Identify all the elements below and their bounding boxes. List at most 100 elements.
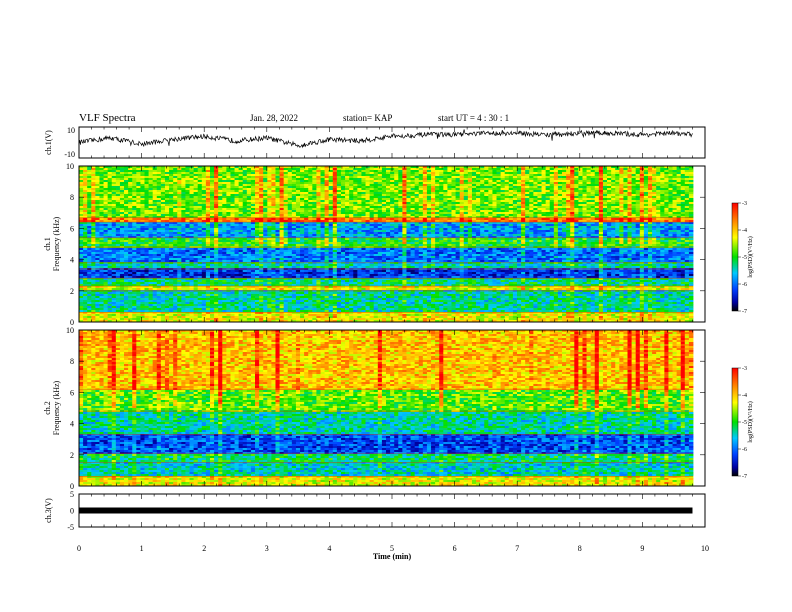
spec1-cell [365, 180, 371, 183]
spec1-cell [496, 176, 502, 179]
spec1-cell [209, 168, 215, 171]
spec1-cell [607, 166, 612, 169]
spec1-cell [357, 174, 362, 177]
spec1-cell [365, 174, 371, 177]
spec1-cell [287, 188, 293, 191]
spec1-cell [238, 170, 244, 173]
spec1-cell [443, 184, 448, 187]
spec1-cell [418, 186, 424, 189]
spec1-cell [230, 170, 235, 173]
spec1-cell [205, 166, 211, 169]
spec1-cell [312, 172, 317, 175]
spec1-cell [398, 186, 403, 189]
spec1-cell [295, 170, 301, 173]
spec1-cell [124, 188, 129, 191]
spec1-cell [574, 166, 579, 169]
spec1-cell [242, 186, 248, 189]
spec1-cell [615, 170, 620, 173]
spec1-cell [275, 176, 280, 179]
spec1-cell [332, 178, 338, 181]
spec1-cell [455, 182, 461, 185]
spec1-cell [537, 178, 542, 181]
spec1-cell [357, 188, 362, 191]
spec1-cell [99, 182, 104, 185]
spec1-cell [222, 184, 227, 187]
spec1-cell [607, 180, 612, 183]
spec1-cell [124, 184, 129, 187]
spec1-cell [467, 188, 473, 191]
spec1-cell [574, 168, 579, 171]
spec1-cell [607, 186, 612, 189]
spec1-cell [381, 182, 387, 185]
spec1-cell [410, 166, 416, 169]
spec1-cell [664, 168, 669, 171]
spec1-cell [557, 176, 563, 179]
spec1-cell [623, 184, 628, 187]
spec1-cell [586, 182, 592, 185]
spec1-cell [504, 168, 510, 171]
spec1-cell [439, 184, 444, 187]
spec1-cell [193, 168, 199, 171]
spec1-cell [365, 186, 371, 189]
spec1-cell [611, 184, 616, 187]
spec1-cell [488, 184, 493, 187]
spec1-cell [435, 188, 440, 191]
spec1-cell [508, 178, 514, 181]
spec1-cell [140, 182, 145, 185]
spec1-cell [672, 178, 678, 181]
spec1-cell [390, 184, 395, 187]
spec1-cell [79, 166, 84, 169]
spec1-cell [447, 188, 452, 191]
spec1-cell [250, 178, 256, 181]
spec1-cell [181, 166, 186, 169]
spec1-cell [426, 184, 432, 187]
spec1-cell [488, 174, 493, 177]
spec1-cell [132, 184, 137, 187]
spec1-cell [422, 180, 428, 183]
spec1-cell [652, 180, 657, 183]
spec1-cell [553, 182, 559, 185]
spec1-cell [557, 180, 563, 183]
spec1-cell [398, 174, 403, 177]
spec1-cell [263, 170, 268, 173]
spec1-cell [643, 178, 649, 181]
spec1-cell [471, 178, 477, 181]
spec1-cell [594, 186, 600, 189]
spec1-cell [369, 172, 375, 175]
spec1-cell [259, 182, 264, 185]
spec1-cell [386, 178, 391, 181]
spec1-cell [148, 176, 154, 179]
spec1-cell [582, 186, 587, 189]
spec1-cell [431, 172, 436, 175]
spec1-cell [83, 180, 88, 183]
spec1-cell [79, 170, 84, 173]
spec1-cell [496, 186, 502, 189]
spec1-cell [83, 168, 88, 171]
spec1-cell [418, 184, 424, 187]
spec1-cell [455, 186, 461, 189]
spec1-cell [365, 182, 371, 185]
spec1-cell [242, 166, 248, 169]
spec1-cell [140, 188, 145, 191]
spec1-cell [336, 182, 342, 185]
spec1-cell [148, 180, 154, 183]
spec1-cell [656, 176, 661, 179]
spec1-cell [533, 182, 538, 185]
spec1-cell [492, 170, 497, 173]
spec1-cell [602, 180, 608, 183]
spec1-cell [390, 188, 395, 191]
spec1-cell [688, 186, 694, 189]
spec1-cell [488, 176, 493, 179]
spec1-cell [79, 180, 84, 183]
spec1-cell [332, 166, 338, 169]
spec1-cell [488, 166, 493, 169]
spec1-cell [676, 172, 682, 175]
spec1-cell [512, 176, 518, 179]
spec1-cell [656, 166, 661, 169]
spec1-cell [132, 166, 137, 169]
spec1-cell [291, 184, 297, 187]
spec1-cell [553, 184, 559, 187]
spec1-cell [242, 178, 248, 181]
spec1-cell [557, 182, 563, 185]
spec1-cell [250, 166, 256, 169]
